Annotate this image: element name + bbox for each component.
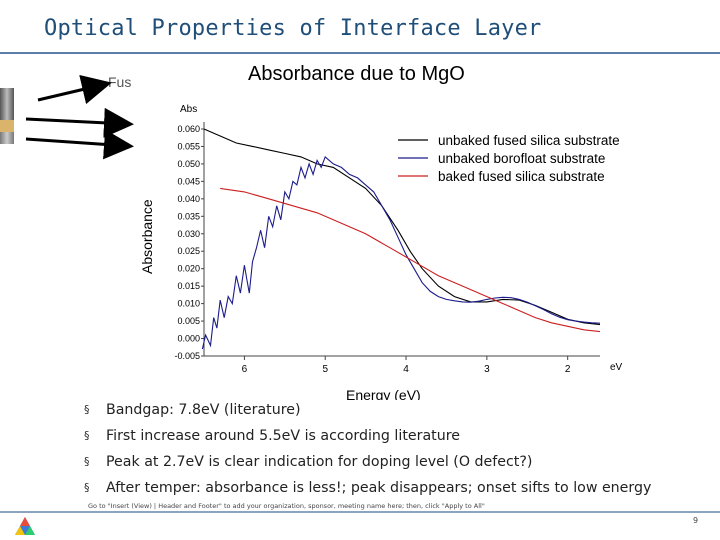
layer-stack-top — [0, 88, 14, 120]
footer-divider — [0, 511, 720, 513]
x-axis-unit: eV — [610, 362, 623, 373]
y-tick-label: 0.040 — [177, 194, 200, 204]
page-number: 9 — [693, 516, 699, 525]
y-axis-unit: Abs — [180, 104, 197, 115]
y-tick-label: -0.005 — [174, 351, 200, 361]
bullet-text: First increase around 5.5eV is according… — [106, 428, 460, 444]
pointer-arrows — [25, 74, 134, 160]
logo-icon — [15, 517, 35, 535]
bullet-item: § First increase around 5.5eV is accordin… — [84, 426, 651, 452]
y-tick-label: 0.055 — [177, 141, 200, 151]
bullet-marker: § — [84, 429, 90, 442]
chart-title: Absorbance due to MgO — [248, 63, 465, 85]
legend-label: baked fused silica substrate — [438, 169, 605, 184]
legend-label: unbaked fused silica substrate — [438, 133, 620, 148]
bullet-text: Bandgap: 7.8eV (literature) — [106, 402, 301, 418]
series-line-3 — [220, 187, 601, 333]
bullet-marker: § — [84, 455, 90, 468]
y-tick-label: 0.010 — [177, 299, 200, 309]
layer-stack-substrate — [0, 132, 14, 144]
y-tick-label: 0.050 — [177, 159, 200, 169]
y-tick-label: 0.020 — [177, 264, 200, 274]
bullet-list: § Bandgap: 7.8eV (literature) § First incr… — [84, 400, 651, 504]
title-divider — [0, 52, 720, 54]
bullet-text: Peak at 2.7eV is clear indication for do… — [106, 454, 533, 470]
x-tick-label: 2 — [565, 364, 571, 375]
slide-title: Optical Properties of Interface Layer — [44, 16, 542, 41]
arrow-to-top-layer — [37, 74, 112, 105]
y-axis-label: Absorbance — [139, 199, 155, 274]
arrow-to-substrate — [25, 129, 134, 160]
bullet-text: After temper: absorbance is less!; peak … — [106, 480, 652, 496]
chart-legend: unbaked fused silica substrate unbaked bo… — [398, 133, 620, 184]
bullet-item: § After temper: absorbance is less!; peak… — [84, 478, 651, 504]
fused-silica-label: Fus — [108, 74, 132, 90]
footer-note: Go to "Insert (View) | Header and Footer… — [88, 502, 485, 510]
x-axis-label: Energy (eV) — [346, 387, 421, 400]
y-tick-label: 0.060 — [177, 124, 200, 134]
x-tick-label: 3 — [484, 364, 490, 375]
chart-axes: -0.005 0.000 0.005 0.010 0.015 0.020 0.025 0.03… — [174, 122, 600, 375]
y-tick-label: 0.035 — [177, 211, 200, 221]
y-tick-label: 0.005 — [177, 316, 200, 326]
y-tick-label: 0.025 — [177, 246, 200, 256]
y-tick-label: 0.015 — [177, 281, 200, 291]
x-tick-label: 4 — [403, 364, 409, 375]
y-tick-label: 0.030 — [177, 229, 200, 239]
series-line-2 — [201, 155, 601, 350]
chart-series — [201, 128, 601, 350]
legend-label: unbaked borofloat substrate — [438, 151, 605, 166]
arrow-to-interface — [25, 107, 134, 138]
bullet-marker: § — [84, 481, 90, 494]
y-tick-label: 0.000 — [177, 334, 200, 344]
x-tick-label: 5 — [322, 364, 328, 375]
bullet-marker: § — [84, 403, 90, 416]
layer-stack-interface — [0, 120, 14, 132]
absorbance-chart: -0.005 0.000 0.005 0.010 0.015 0.020 0.025 0.03… — [139, 63, 623, 400]
y-tick-label: 0.045 — [177, 176, 200, 186]
bullet-item: § Bandgap: 7.8eV (literature) — [84, 400, 651, 426]
bullet-item: § Peak at 2.7eV is clear indication for d… — [84, 452, 651, 478]
x-tick-label: 6 — [242, 364, 248, 375]
